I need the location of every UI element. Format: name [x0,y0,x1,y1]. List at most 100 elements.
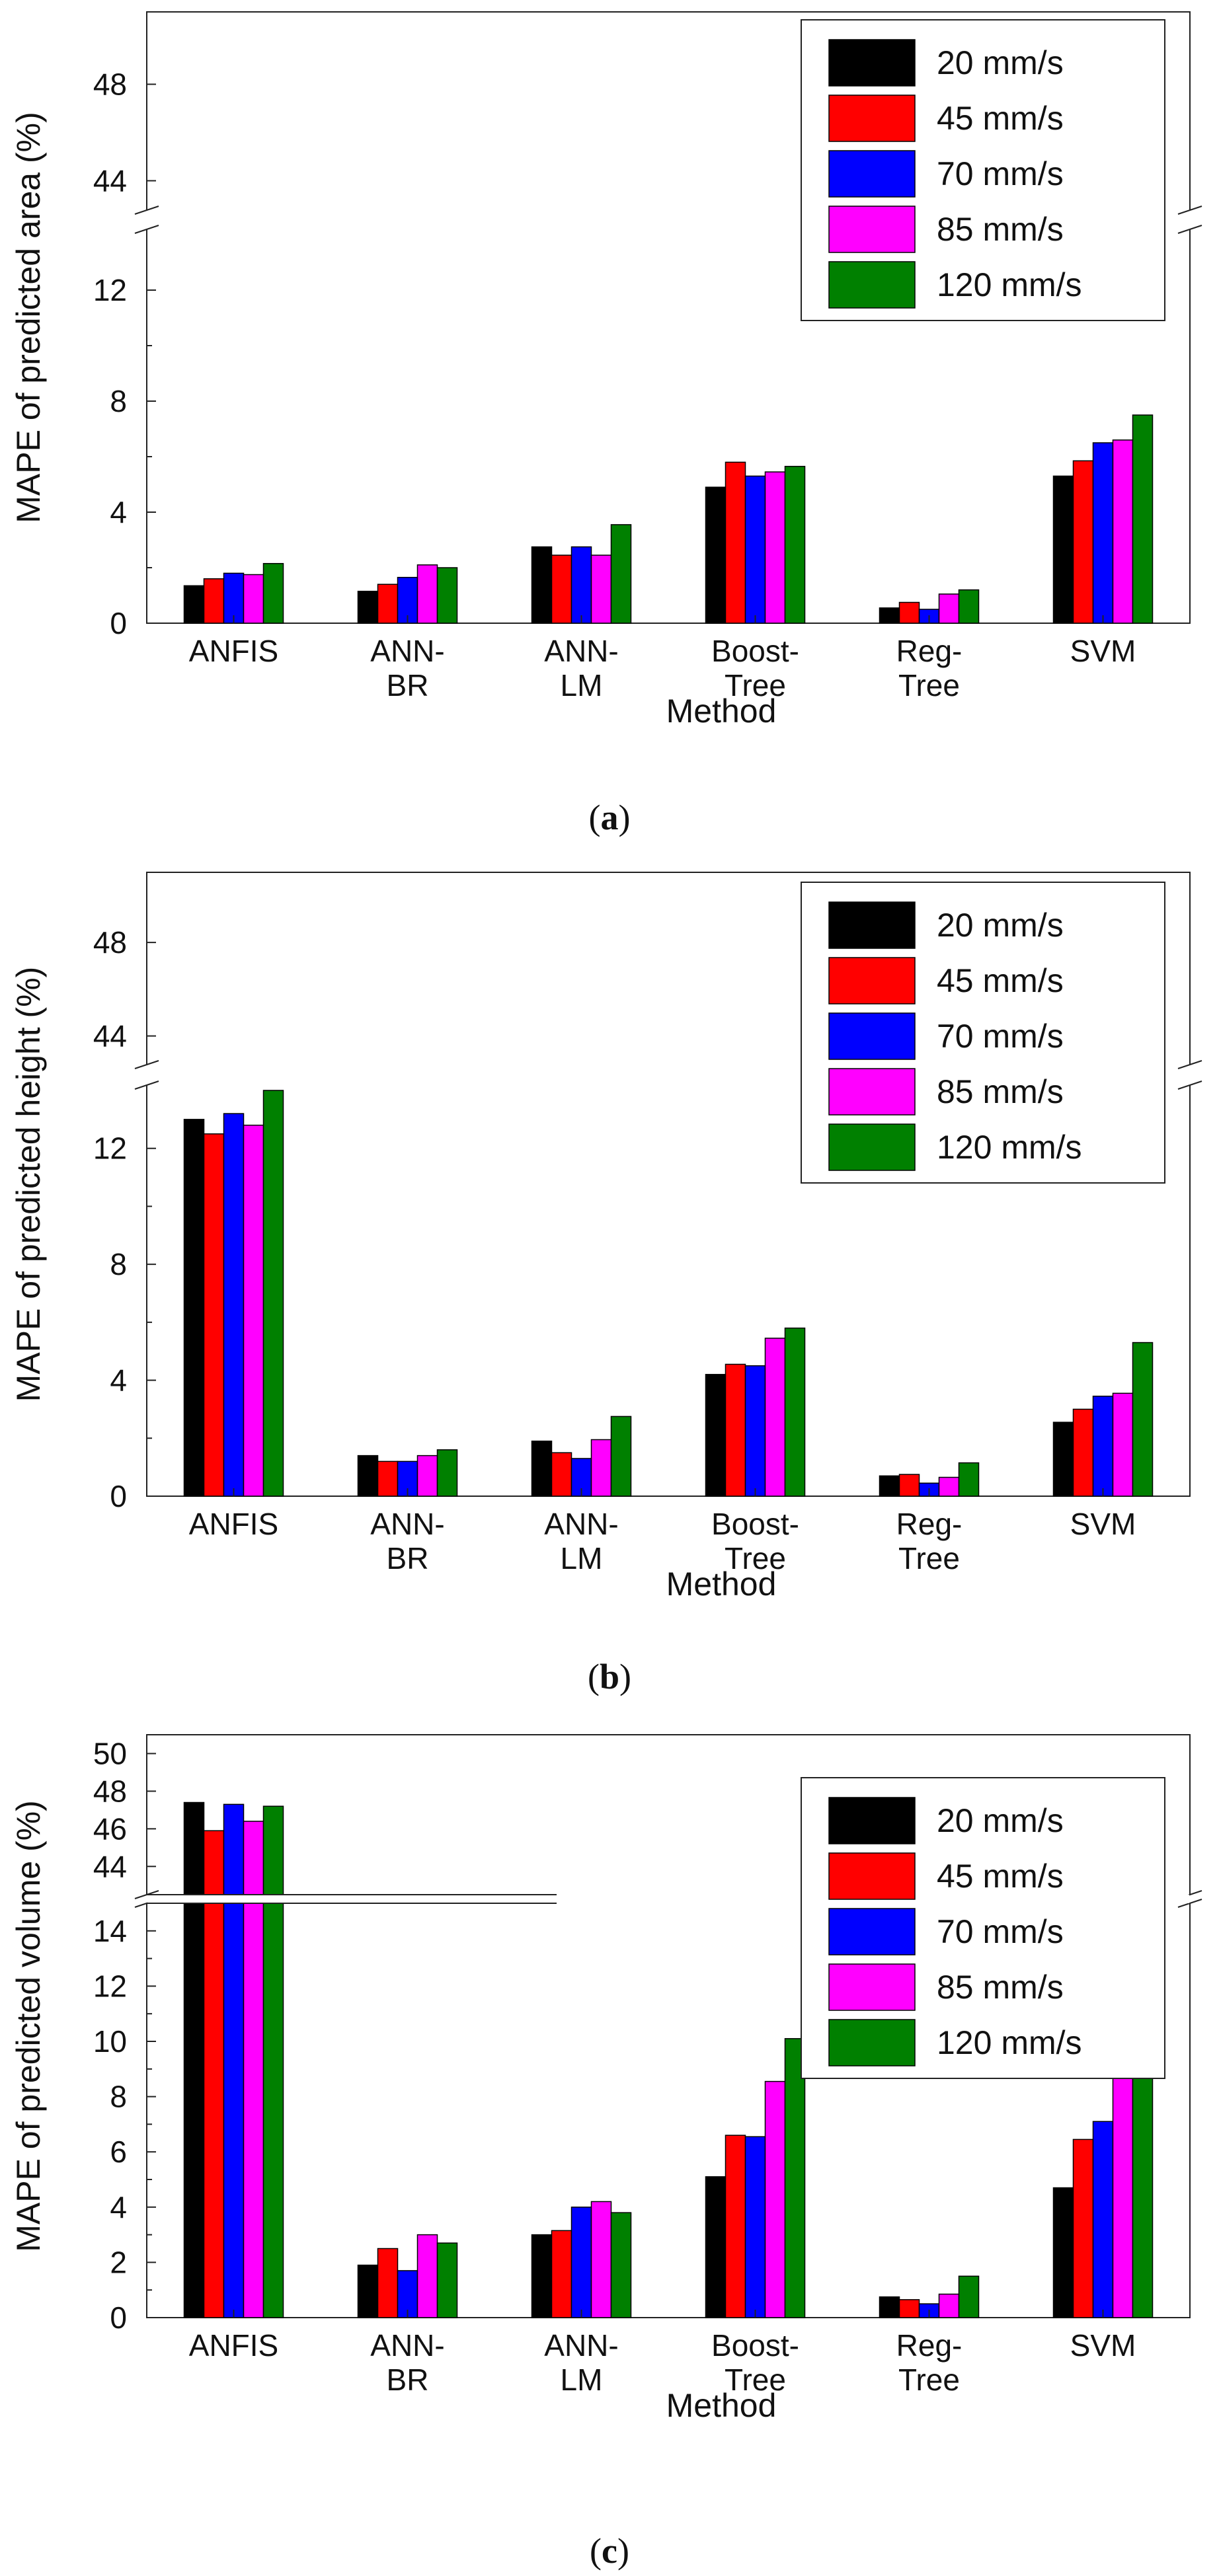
panel-caption: (b) [588,1657,631,1696]
bar [377,2248,399,2318]
bar [879,2296,900,2318]
plot-frame [146,872,1191,1497]
x-tick-label: BR [387,1541,429,1575]
bar [531,1440,553,1497]
y-tick-label: 0 [110,2300,127,2335]
bar [243,1124,264,1497]
y-tick-label: 0 [110,606,127,640]
bar [436,1449,458,1497]
x-tick-label: ANFIS [189,634,278,668]
axis-break-mark [1177,1060,1202,1069]
bar [1112,2070,1134,2318]
x-tick-label: Reg- [896,2328,963,2363]
bar [203,1830,225,2318]
bar [1072,1408,1094,1497]
bar [898,601,920,624]
y-tick-label: 44 [93,1019,127,1053]
legend: 20 mm/s 45 mm/s 70 mm/s 85 mm/s 120 mm/s [801,1777,1165,2079]
x-tick-label: ANN- [370,1507,444,1541]
x-tick-label: ANN- [544,634,618,668]
y-axis-title: MAPE of predicted volume (%) [10,1800,47,2252]
legend-label: 120 mm/s [937,1129,1082,1166]
bar [357,590,379,624]
axis-break-mark [1177,225,1202,234]
axis-break-mark [1177,1080,1202,1090]
x-axis-title: Method [666,693,777,730]
bar [958,589,980,624]
x-tick-label: Tree [898,668,960,702]
x-tick-label: LM [561,1541,603,1575]
x-tick-label: SVM [1070,2328,1136,2363]
x-tick-label: BR [387,668,429,702]
axis-break-mark [134,225,159,234]
x-tick-label: SVM [1070,634,1136,668]
bar [203,1133,225,1497]
y-tick-label: 46 [93,1811,127,1846]
bar [377,1460,399,1497]
legend-swatch [828,1123,916,1171]
y-tick-label: 14 [93,1914,127,1948]
bar [590,554,612,624]
y-tick-label: 48 [93,67,127,102]
y-tick-label: 12 [93,1131,127,1166]
bar [784,465,806,624]
bar [357,1455,379,1497]
bar [436,2242,458,2318]
bar [1112,1392,1134,1497]
bar [570,546,592,624]
bar [570,2207,592,2318]
bar [705,2176,727,2318]
bar [764,1338,786,1497]
bar [262,562,284,624]
x-tick-label: Tree [898,2363,960,2397]
y-tick-label: 48 [93,925,127,960]
bar [531,2234,553,2318]
legend-label: 85 mm/s [937,1073,1064,1110]
y-tick-label: 4 [110,1363,127,1398]
legend-swatch [828,95,916,142]
x-tick-label: Tree [725,2363,786,2397]
bar [1132,414,1154,624]
y-tick-label: 50 [93,1736,127,1770]
bar [725,461,746,624]
y-tick-label: 8 [110,384,127,418]
legend-swatch [828,1012,916,1060]
y-axis-title: MAPE of predicted height (%) [10,967,47,1402]
axis-break-mark [1177,206,1202,215]
legend: 20 mm/s 45 mm/s 70 mm/s 85 mm/s 120 mm/s [801,19,1165,321]
x-axis-title: Method [666,1566,777,1603]
bar [551,1452,572,1497]
y-tick-label: 8 [110,2080,127,2114]
legend-swatch [828,2019,916,2066]
legend-swatch [828,1963,916,2011]
bar [744,2136,766,2318]
axis-break-mark [134,1080,159,1090]
x-tick-label: Tree [725,668,786,702]
bar [262,1090,284,1497]
bar [1092,1395,1114,1497]
bar [551,2230,572,2318]
bar [1072,460,1094,624]
bar [436,567,458,624]
bar [1052,2187,1074,2318]
x-tick-label: Boost- [711,634,799,668]
x-tick-label: ANN- [370,2328,444,2363]
bar [784,2038,806,2318]
legend: 20 mm/s 45 mm/s 70 mm/s 85 mm/s 120 mm/s [801,882,1165,1184]
bar [357,2264,379,2318]
bar [1092,442,1114,624]
y-tick-label: 2 [110,2245,127,2279]
bar [764,471,786,624]
legend-label: 20 mm/s [937,907,1064,944]
legend-swatch [828,901,916,949]
x-tick-label: ANN- [370,634,444,668]
y-tick-label: 48 [93,1774,127,1808]
x-tick-label: Boost- [711,2328,799,2363]
x-tick-label: SVM [1070,1507,1136,1541]
x-tick-label: Tree [898,1541,960,1575]
legend-label: 45 mm/s [937,962,1064,999]
bar [1132,1342,1154,1497]
legend-swatch [828,39,916,87]
